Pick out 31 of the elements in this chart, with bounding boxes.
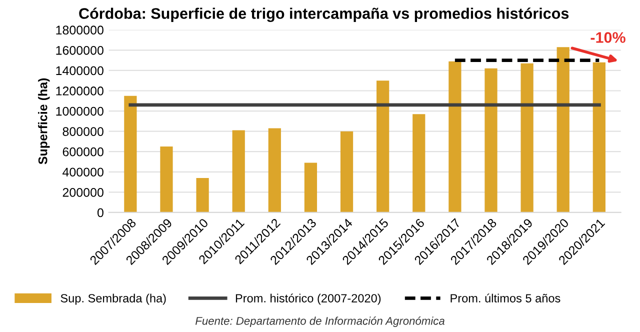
bar — [376, 80, 390, 212]
chart-title: Córdoba: Superficie de trigo intercampaña vs promedios históricos — [79, 8, 569, 22]
bar — [484, 68, 498, 212]
y-tick-label: 200000 — [62, 188, 104, 197]
bar — [520, 63, 534, 212]
legend-label: Prom. últimos 5 años — [450, 294, 560, 302]
y-tick-label: 1200000 — [56, 86, 104, 96]
legend-label: Prom. histórico (2007-2020) — [236, 294, 381, 305]
bar — [268, 128, 281, 212]
bar — [592, 62, 606, 212]
y-tick-label: 0 — [97, 208, 104, 218]
y-tick-label: 1400000 — [56, 66, 104, 76]
source-note: Fuente: Departamento de Información Agronómica — [195, 316, 444, 328]
y-tick-label: 400000 — [62, 168, 104, 177]
bar — [340, 131, 354, 212]
bar — [232, 130, 245, 212]
bar — [196, 178, 209, 212]
y-axis-title: Superficie (ha) — [38, 78, 50, 164]
y-tick-label: 800000 — [62, 127, 104, 136]
bar — [556, 47, 570, 212]
y-tick-label: 1600000 — [56, 46, 104, 55]
bar — [448, 61, 462, 212]
bar — [124, 96, 137, 212]
annotation: -10% — [590, 32, 626, 43]
bar — [304, 162, 318, 212]
legend-label: Sup. Sembrada (ha) — [60, 294, 166, 305]
bar — [412, 114, 426, 212]
bar — [160, 146, 173, 212]
y-tick-label: 1800000 — [56, 26, 104, 35]
y-tick-label: 1000000 — [56, 106, 104, 116]
y-tick-label: 600000 — [62, 147, 104, 156]
